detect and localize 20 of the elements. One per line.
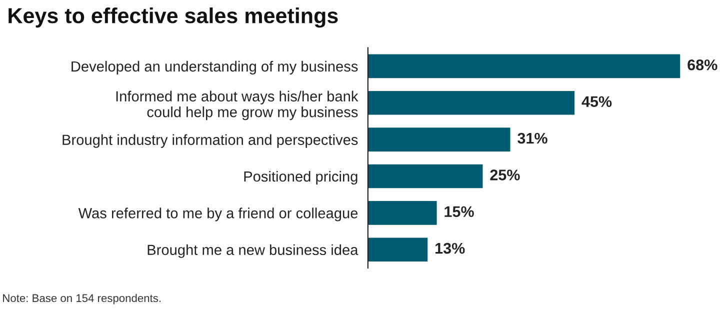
y-tick-label: Developed an understanding of my business xyxy=(72,60,358,75)
text: Note: Base on 154 respondents. xyxy=(3,294,161,304)
data-label: 25% xyxy=(490,170,520,180)
data-label: 45% xyxy=(582,96,612,107)
bar xyxy=(368,201,437,225)
bar xyxy=(368,90,575,115)
y-tick-label: Positioned pricing xyxy=(244,170,358,185)
data-label: 15% xyxy=(444,206,474,218)
y-tick-label: Was referred to me by a friend or colleague xyxy=(78,208,358,222)
text: Keys to effective sales meetings xyxy=(8,8,338,28)
bar xyxy=(368,128,510,152)
data-label: 31% xyxy=(518,132,548,144)
data-label: 13% xyxy=(436,242,465,254)
y-tick-label: Brought me a new business idea xyxy=(148,244,358,258)
y-tick-label: Informed me about ways his/her bank could help me grow my business xyxy=(116,90,358,120)
data-label: 68% xyxy=(688,59,718,70)
bar xyxy=(368,164,483,188)
bar xyxy=(368,238,428,262)
y-tick-label: Brought industry information and perspectives xyxy=(62,134,358,148)
bar xyxy=(368,54,680,78)
